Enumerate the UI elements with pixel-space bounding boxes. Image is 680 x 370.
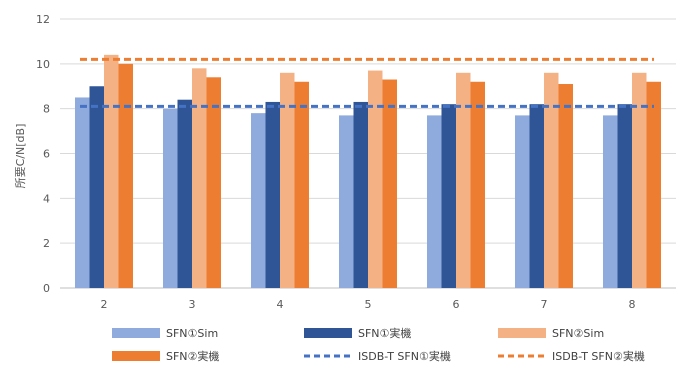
y-tick-label: 2 bbox=[43, 237, 50, 250]
bar-SFN②Sim-5 bbox=[368, 70, 383, 288]
legend-swatch bbox=[304, 328, 352, 338]
bars bbox=[75, 54, 661, 289]
legend-item: SFN①Sim bbox=[112, 327, 218, 340]
x-tick-label: 2 bbox=[101, 298, 108, 311]
x-tick-label: 4 bbox=[277, 298, 284, 311]
legend-item: SFN②実機 bbox=[112, 349, 219, 363]
legend-label: ISDB-T SFN①実機 bbox=[358, 349, 451, 363]
bar-SFN①Sim-4 bbox=[251, 113, 266, 289]
x-tick-label: 7 bbox=[541, 298, 548, 311]
bar-SFN①実機-5 bbox=[353, 101, 368, 288]
y-tick-label: 6 bbox=[43, 148, 50, 161]
legend-swatch bbox=[498, 328, 546, 338]
y-axis-title: 所要C/N[dB] bbox=[14, 124, 27, 189]
legend-label: ISDB-T SFN②実機 bbox=[552, 349, 645, 363]
bar-SFN②Sim-4 bbox=[280, 72, 295, 288]
y-tick-label: 8 bbox=[43, 103, 50, 116]
legend-item: ISDB-T SFN②実機 bbox=[498, 349, 645, 363]
legend-swatch bbox=[112, 351, 160, 361]
bar-SFN①実機-8 bbox=[617, 104, 632, 288]
y-tick-label: 12 bbox=[36, 13, 50, 26]
legend-label: SFN①実機 bbox=[358, 326, 411, 340]
y-tick-label: 10 bbox=[36, 58, 50, 71]
bar-SFN①実機-6 bbox=[441, 104, 456, 288]
bar-SFN①実機-7 bbox=[529, 104, 544, 288]
x-tick-label: 3 bbox=[189, 298, 196, 311]
bar-SFN②実機-7 bbox=[558, 84, 573, 288]
bar-SFN①実機-4 bbox=[265, 101, 280, 288]
bar-SFN②実機-6 bbox=[470, 81, 485, 289]
bar-SFN②実機-3 bbox=[206, 77, 221, 289]
bar-SFN②実機-5 bbox=[382, 79, 397, 289]
legend-label: SFN②実機 bbox=[166, 349, 219, 363]
x-tick-label: 8 bbox=[629, 298, 636, 311]
legend-label: SFN②Sim bbox=[552, 327, 604, 340]
legend-item: SFN①実機 bbox=[304, 326, 411, 340]
bar-SFN①Sim-8 bbox=[603, 115, 618, 289]
bar-SFN②Sim-2 bbox=[104, 54, 119, 288]
legend-item: ISDB-T SFN①実機 bbox=[304, 349, 451, 363]
bar-SFN①Sim-3 bbox=[163, 108, 178, 289]
bar-SFN②Sim-7 bbox=[544, 72, 559, 288]
legend-item: SFN②Sim bbox=[498, 327, 604, 340]
bar-SFN①実機-3 bbox=[177, 99, 192, 288]
legend-label: SFN①Sim bbox=[166, 327, 218, 340]
y-tick-label: 4 bbox=[43, 192, 50, 205]
bar-SFN①Sim-6 bbox=[427, 115, 442, 289]
x-tick-label: 6 bbox=[453, 298, 460, 311]
bar-SFN①Sim-5 bbox=[339, 115, 354, 289]
bar-SFN①実機-2 bbox=[89, 86, 104, 288]
bar-SFN②実機-8 bbox=[646, 81, 661, 289]
y-tick-label: 0 bbox=[43, 282, 50, 295]
bar-SFN②実機-4 bbox=[294, 81, 309, 289]
bar-SFN①Sim-2 bbox=[75, 97, 90, 288]
tick-labels: 0 2 4 6 8 10 12 2 3 4 5 6 7 8 bbox=[36, 13, 636, 311]
x-tick-label: 5 bbox=[365, 298, 372, 311]
bar-SFN②Sim-8 bbox=[632, 72, 647, 288]
reference-lines bbox=[80, 57, 654, 108]
bar-SFN②実機-2 bbox=[118, 63, 133, 289]
bar-SFN②Sim-6 bbox=[456, 72, 471, 288]
bar-SFN①Sim-7 bbox=[515, 115, 530, 289]
bar-SFN②Sim-3 bbox=[192, 68, 207, 288]
legend: SFN①Sim SFN①実機 SFN②Sim SFN②実機 ISDB-T SFN①実機 I… bbox=[112, 326, 645, 363]
legend-swatch bbox=[112, 328, 160, 338]
